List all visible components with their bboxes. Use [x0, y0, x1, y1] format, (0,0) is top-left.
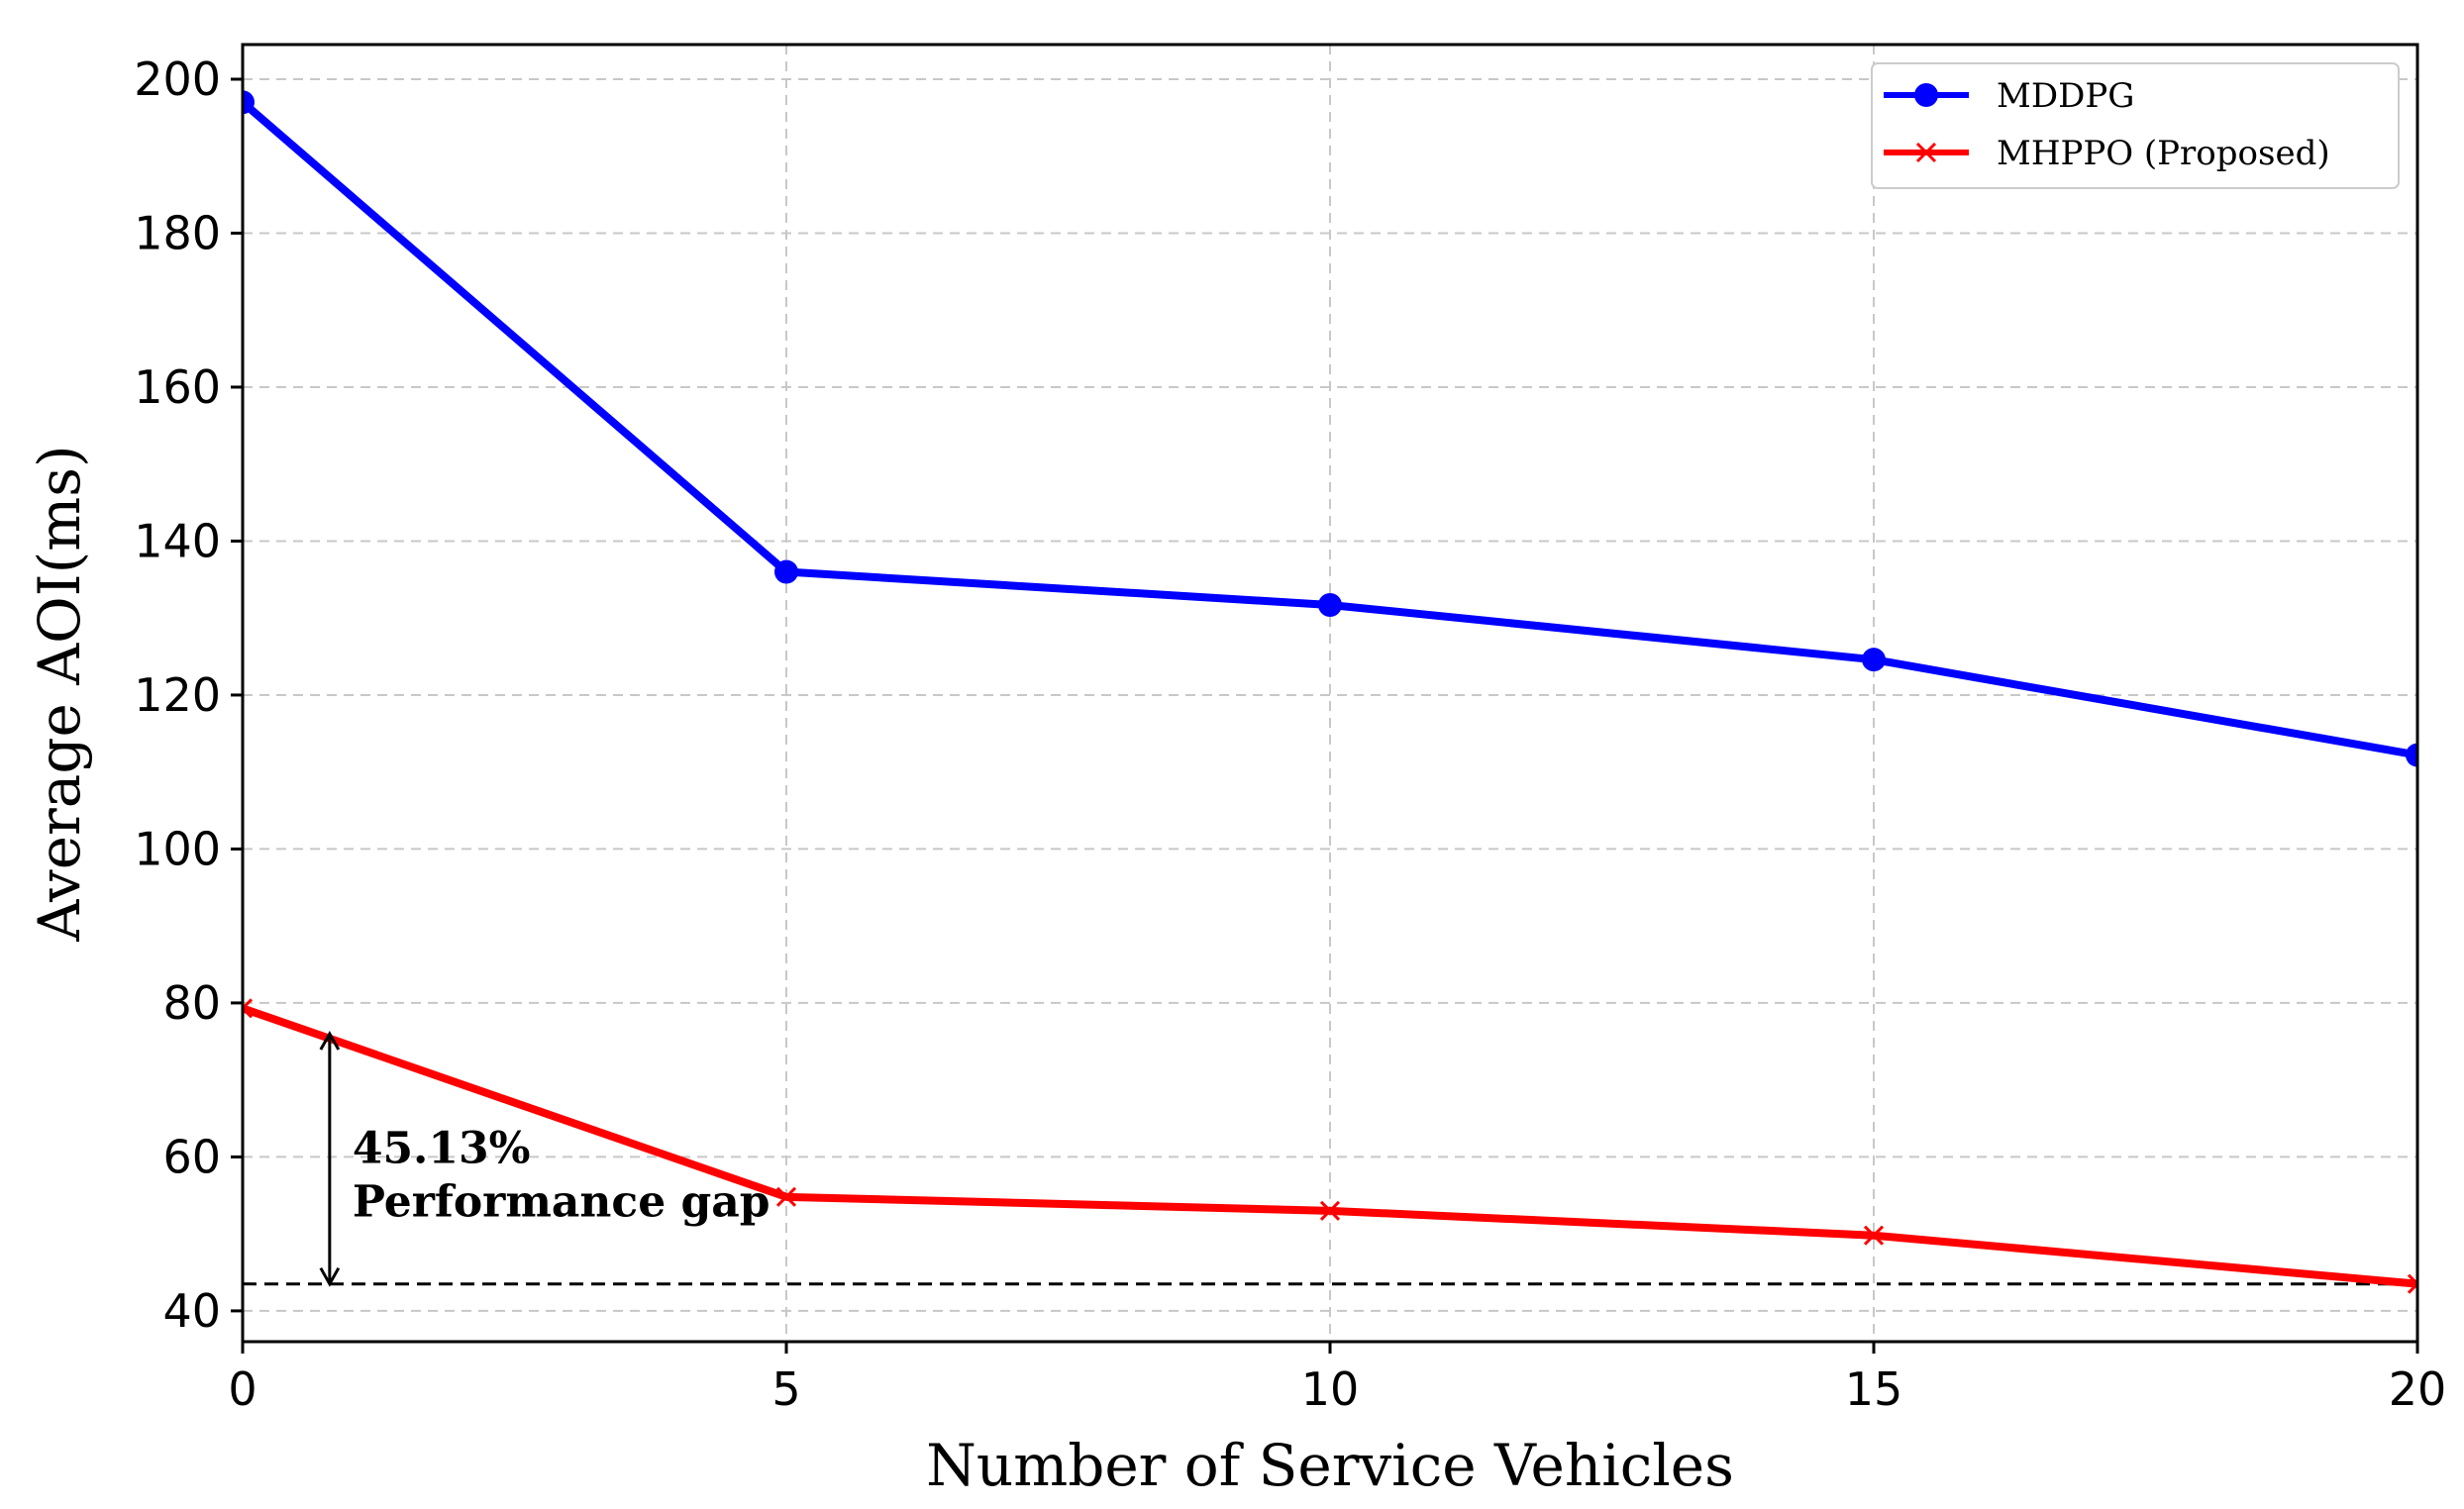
series-layer	[243, 90, 2417, 1294]
legend-marker-mddpg	[1914, 83, 1938, 107]
legend-box	[1871, 62, 2400, 189]
y-tick-label: 120	[134, 668, 221, 722]
data-point-mhppo	[1319, 1200, 1341, 1221]
legend-marker-mhppo	[1915, 142, 1937, 163]
x-tick-label: 20	[2389, 1362, 2447, 1416]
data-point-mddpg	[243, 90, 255, 115]
y-tick-label: 80	[162, 976, 221, 1030]
y-tick-label: 40	[162, 1284, 221, 1338]
gap-arrow-head-top	[319, 1030, 341, 1051]
y-tick-label: 180	[134, 206, 221, 259]
data-point-mhppo	[243, 998, 254, 1019]
y-tick-label: 200	[134, 52, 221, 106]
x-tick-label: 15	[1845, 1362, 1903, 1416]
data-point-mhppo	[2407, 1273, 2417, 1294]
legend: MDDPG MHPPO (Proposed)	[1871, 62, 2400, 189]
y-axis-title: Average AOI(ms)	[26, 445, 93, 942]
y-tick-label: 60	[162, 1130, 221, 1183]
data-point-mddpg	[1318, 592, 1342, 617]
legend-label-mddpg: MDDPG	[1997, 76, 2134, 116]
x-axis-title: Number of Service Vehicles	[926, 1432, 1734, 1499]
data-point-mddpg	[2406, 743, 2417, 767]
gap-arrow-head-bottom	[319, 1266, 341, 1287]
x-tick-label: 5	[771, 1362, 800, 1416]
data-point-mddpg	[1862, 648, 1886, 672]
annotation: 45.13% Performance gap	[319, 1030, 770, 1287]
grid-lines	[242, 45, 2418, 1342]
y-tick-label: 160	[134, 360, 221, 414]
annotation-label: Performance gap	[353, 1176, 770, 1227]
x-tick-label: 10	[1301, 1362, 1360, 1416]
axis-ticks: 0 5 10 15 20 40 60 80 100 120 140 160 180 200	[134, 52, 2446, 1416]
data-point-mhppo	[775, 1186, 797, 1207]
data-point-mddpg	[774, 559, 798, 584]
y-tick-label: 100	[134, 822, 221, 875]
legend-label-mhppo: MHPPO (Proposed)	[1997, 134, 2330, 173]
data-point-mhppo	[1863, 1225, 1885, 1246]
x-tick-label: 0	[228, 1362, 257, 1416]
annotation-percent: 45.13%	[353, 1124, 531, 1174]
y-tick-label: 140	[134, 514, 221, 567]
